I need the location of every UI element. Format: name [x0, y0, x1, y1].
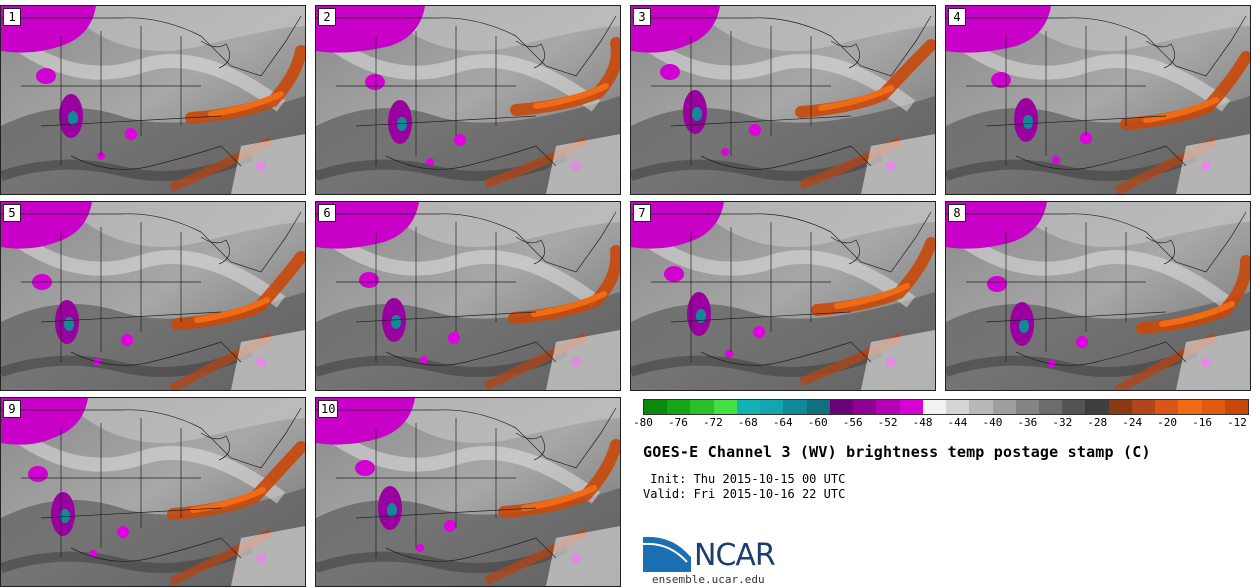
- colorbar-tick-label: -16: [1192, 416, 1212, 429]
- wv-map-icon: [316, 202, 620, 390]
- colorbar-segment: [946, 400, 970, 414]
- colorbar-segment: [1062, 400, 1086, 414]
- colorbar-segment: [853, 400, 877, 414]
- wv-map-icon: [631, 6, 935, 194]
- panel-number: 5: [3, 204, 21, 222]
- site-url: ensemble.ucar.edu: [652, 573, 765, 586]
- colorbar-segment: [713, 400, 737, 414]
- panel-number: 4: [948, 8, 966, 26]
- panel-8: 8: [945, 201, 1251, 391]
- colorbar-tick-label: -32: [1052, 416, 1073, 429]
- wv-map-icon: [631, 202, 935, 390]
- colorbar: [643, 399, 1249, 415]
- colorbar-tick-label: -12: [1227, 416, 1247, 429]
- colorbar-tick-label: -48: [912, 416, 933, 429]
- colorbar-tick-label: -52: [877, 416, 898, 429]
- valid-time: Valid: Fri 2015-10-16 22 UTC: [643, 487, 846, 501]
- colorbar-segment: [1178, 400, 1202, 414]
- panel-1: 1: [0, 5, 306, 195]
- panel-number: 1: [3, 8, 21, 26]
- panel-number: 2: [318, 8, 336, 26]
- colorbar-segment: [1155, 400, 1179, 414]
- colorbar-segment: [1015, 400, 1039, 414]
- wv-map-icon: [946, 6, 1250, 194]
- panel-6: 6: [315, 201, 621, 391]
- panel-7: 7: [630, 201, 936, 391]
- panel-number: 10: [318, 400, 339, 418]
- wv-map-icon: [1, 398, 305, 586]
- colorbar-segment: [992, 400, 1016, 414]
- colorbar-segment: [876, 400, 900, 414]
- colorbar-segment: [1224, 400, 1249, 414]
- colorbar-tick-label: -40: [982, 416, 1003, 429]
- panel-number: 8: [948, 204, 966, 222]
- figure-title: GOES-E Channel 3 (WV) brightness temp po…: [643, 443, 1151, 461]
- panel-2: 2: [315, 5, 621, 195]
- panel-number: 3: [633, 8, 651, 26]
- colorbar-tick-label: -28: [1087, 416, 1108, 429]
- wv-map-icon: [1, 6, 305, 194]
- colorbar-segment: [899, 400, 923, 414]
- colorbar-segment: [1038, 400, 1063, 414]
- wv-map-icon: [316, 398, 620, 586]
- colorbar-segment: [969, 400, 993, 414]
- colorbar-tick-label: -60: [807, 416, 828, 429]
- panel-3: 3: [630, 5, 936, 195]
- colorbar-segment: [783, 400, 807, 414]
- colorbar-segment: [829, 400, 854, 414]
- ncar-logo-text: NCAR: [694, 538, 776, 573]
- colorbar-tick-label: -56: [842, 416, 863, 429]
- colorbar-segment: [760, 400, 784, 414]
- colorbar-segment: [806, 400, 830, 414]
- colorbar-tick-label: -80: [633, 416, 653, 429]
- colorbar-tick-label: -76: [668, 416, 688, 429]
- init-time: Init: Thu 2015-10-15 00 UTC: [643, 472, 846, 486]
- colorbar-tick-label: -72: [702, 416, 723, 429]
- colorbar-segment: [1108, 400, 1132, 414]
- wv-map-icon: [316, 6, 620, 194]
- wv-map-icon: [946, 202, 1250, 390]
- ncar-logo-icon: [643, 534, 692, 572]
- colorbar-tick-label: -68: [737, 416, 758, 429]
- colorbar-tick-label: -64: [772, 416, 793, 429]
- panel-9: 9: [0, 397, 306, 587]
- colorbar-segment: [922, 400, 947, 414]
- colorbar-tick-label: -44: [947, 416, 968, 429]
- panel-number: 6: [318, 204, 336, 222]
- wv-map-icon: [1, 202, 305, 390]
- panel-4: 4: [945, 5, 1251, 195]
- colorbar-segment: [690, 400, 714, 414]
- colorbar-tick-label: -36: [1017, 416, 1038, 429]
- colorbar-segment: [1201, 400, 1225, 414]
- panel-number: 7: [633, 204, 651, 222]
- panel-5: 5: [0, 201, 306, 391]
- colorbar-segment: [736, 400, 761, 414]
- colorbar-segment: [667, 400, 691, 414]
- panel-10: 10: [315, 397, 621, 587]
- colorbar-tick-label: -24: [1122, 416, 1143, 429]
- colorbar-segment: [1131, 400, 1156, 414]
- colorbar-tick-labels: -80 -76 -72 -68 -64 -60 -56 -52 -48 -44 -40 -36 -32 -…: [633, 416, 1249, 430]
- panel-number: 9: [3, 400, 21, 418]
- colorbar-tick-label: -20: [1157, 416, 1178, 429]
- colorbar-segment: [644, 400, 668, 414]
- colorbar-segment: [1085, 400, 1109, 414]
